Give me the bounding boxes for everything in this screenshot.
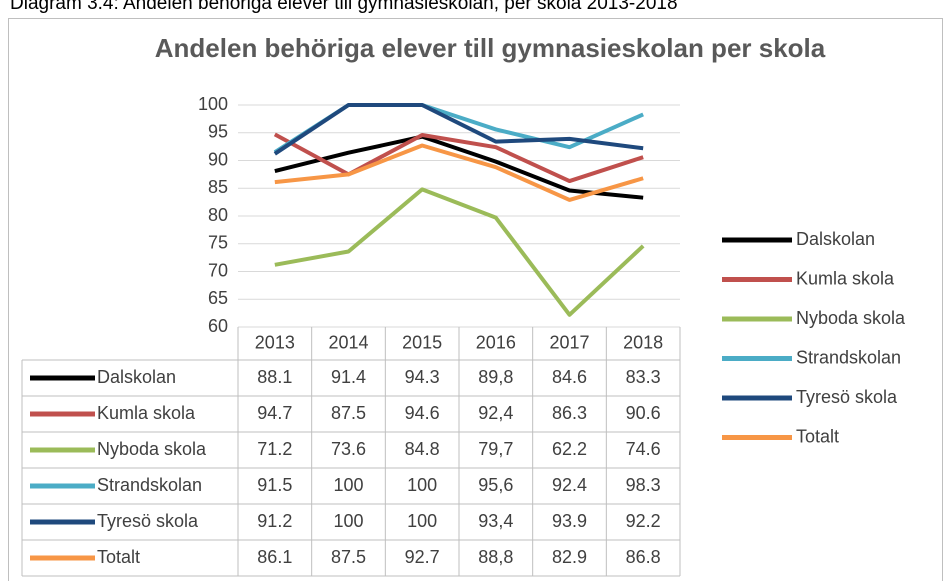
table-cell: 92.7 [405,547,440,567]
table-cell: 100 [407,511,437,531]
table-cell: 84.8 [405,439,440,459]
table-cell: 87.5 [331,547,366,567]
table-cell: 94.7 [257,403,292,423]
table-cell: 100 [407,475,437,495]
table-row-label: Totalt [97,547,140,567]
legend-label: Totalt [796,426,839,446]
y-tick-label: 95 [208,122,228,142]
table-cell: 94.6 [405,403,440,423]
table-cell: 86.3 [552,403,587,423]
table-cell: 93,4 [478,511,513,531]
table-row-label: Dalskolan [97,367,176,387]
table-cell: 91.2 [257,511,292,531]
legend-label: Strandskolan [796,347,901,367]
x-tick-label: 2013 [255,332,295,352]
series-line [274,187,645,317]
series-line [273,103,644,156]
y-tick-label: 85 [208,177,228,197]
table-cell: 92,4 [478,403,513,423]
table-cell: 83.3 [626,367,661,387]
table-cell: 86.8 [626,547,661,567]
x-tick-label: 2015 [402,332,442,352]
legend-label: Dalskolan [796,229,875,249]
x-tick-label: 2017 [549,332,589,352]
table-row-label: Kumla skola [97,403,196,423]
table-cell: 62.2 [552,439,587,459]
table-cell: 79,7 [478,439,513,459]
table-cell: 95,6 [478,475,513,495]
series-line [274,143,644,202]
table-row-label: Nyboda skola [97,439,207,459]
table-cell: 73.6 [331,439,366,459]
table-cell: 92.2 [626,511,661,531]
x-tick-label: 2014 [328,332,368,352]
x-tick-label: 2016 [476,332,516,352]
series-line [274,134,644,200]
table-cell: 90.6 [626,403,661,423]
y-tick-label: 100 [198,94,228,114]
table-cell: 86.1 [257,547,292,567]
y-tick-label: 75 [208,233,228,253]
table-cell: 88,8 [478,547,513,567]
table-cell: 94.3 [405,367,440,387]
table-cell: 91.4 [331,367,366,387]
y-tick-label: 65 [208,288,228,308]
legend-label: Kumla skola [796,268,895,288]
y-tick-label: 90 [208,149,228,169]
table-row-label: Strandskolan [97,475,202,495]
y-tick-label: 70 [208,260,228,280]
table-cell: 84.6 [552,367,587,387]
table-cell: 71.2 [257,439,292,459]
table-cell: 98.3 [626,475,661,495]
table-cell: 91.5 [257,475,292,495]
table-cell: 89,8 [478,367,513,387]
x-tick-label: 2018 [623,332,663,352]
series-line [273,132,644,184]
table-cell: 100 [333,475,363,495]
legend-label: Tyresö skola [796,387,898,407]
table-cell: 88.1 [257,367,292,387]
table-cell: 100 [333,511,363,531]
table-row-label: Tyresö skola [97,511,199,531]
table-cell: 93.9 [552,511,587,531]
y-tick-label: 80 [208,205,228,225]
y-tick-label: 60 [208,316,228,336]
table-cell: 87.5 [331,403,366,423]
caption: Diagram 3.4: Andelen behöriga elever til… [10,0,678,14]
table-cell: 92.4 [552,475,587,495]
table-cell: 74.6 [626,439,661,459]
table-cell: 82.9 [552,547,587,567]
chart-title: Andelen behöriga elever till gymnasiesko… [155,33,826,63]
legend-label: Nyboda skola [796,308,906,328]
